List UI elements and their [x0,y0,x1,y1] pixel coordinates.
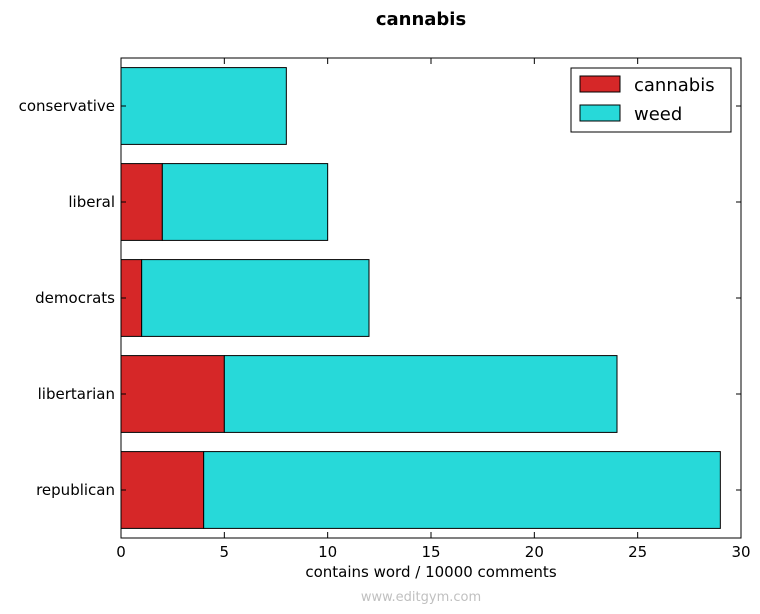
y-tick-label: libertarian [38,385,115,403]
y-tick-labels: conservative liberal democrats libertarian r… [19,97,116,499]
x-tick-label: 25 [628,543,647,561]
bar-weed-liberal [161,163,329,241]
bar-weed-libertarian [223,355,618,433]
legend-swatch-cannabis [579,75,621,93]
x-tick-labels: 0 5 10 15 20 25 30 [116,543,750,561]
bar-weed-conservative [120,67,287,145]
legend: cannabis weed [570,67,732,133]
bar-cannabis-liberal [120,163,163,241]
x-tick-label: 30 [731,543,750,561]
x-tick-label: 5 [220,543,230,561]
y-tick-label: liberal [68,193,115,211]
y-tick-label: republican [36,481,115,499]
x-tick-label: 20 [525,543,544,561]
x-axis-label: contains word / 10000 comments [305,563,556,581]
bar-cannabis-libertarian [120,355,225,433]
bar-cannabis-republican [120,451,205,529]
y-tick-label: conservative [19,97,115,115]
bars-layer [120,67,721,529]
bar-weed-democrats [141,259,370,337]
watermark: www.editgym.com [361,590,481,605]
ticks-layer [120,58,742,538]
legend-label-weed: weed [634,104,682,125]
x-tick-label: 15 [421,543,440,561]
chart-title: cannabis [376,9,466,30]
legend-swatch-weed [579,104,621,122]
legend-label-cannabis: cannabis [634,75,715,96]
y-tick-label: democrats [35,289,115,307]
x-tick-label: 10 [318,543,337,561]
x-tick-label: 0 [116,543,126,561]
bar-weed-republican [203,451,721,529]
